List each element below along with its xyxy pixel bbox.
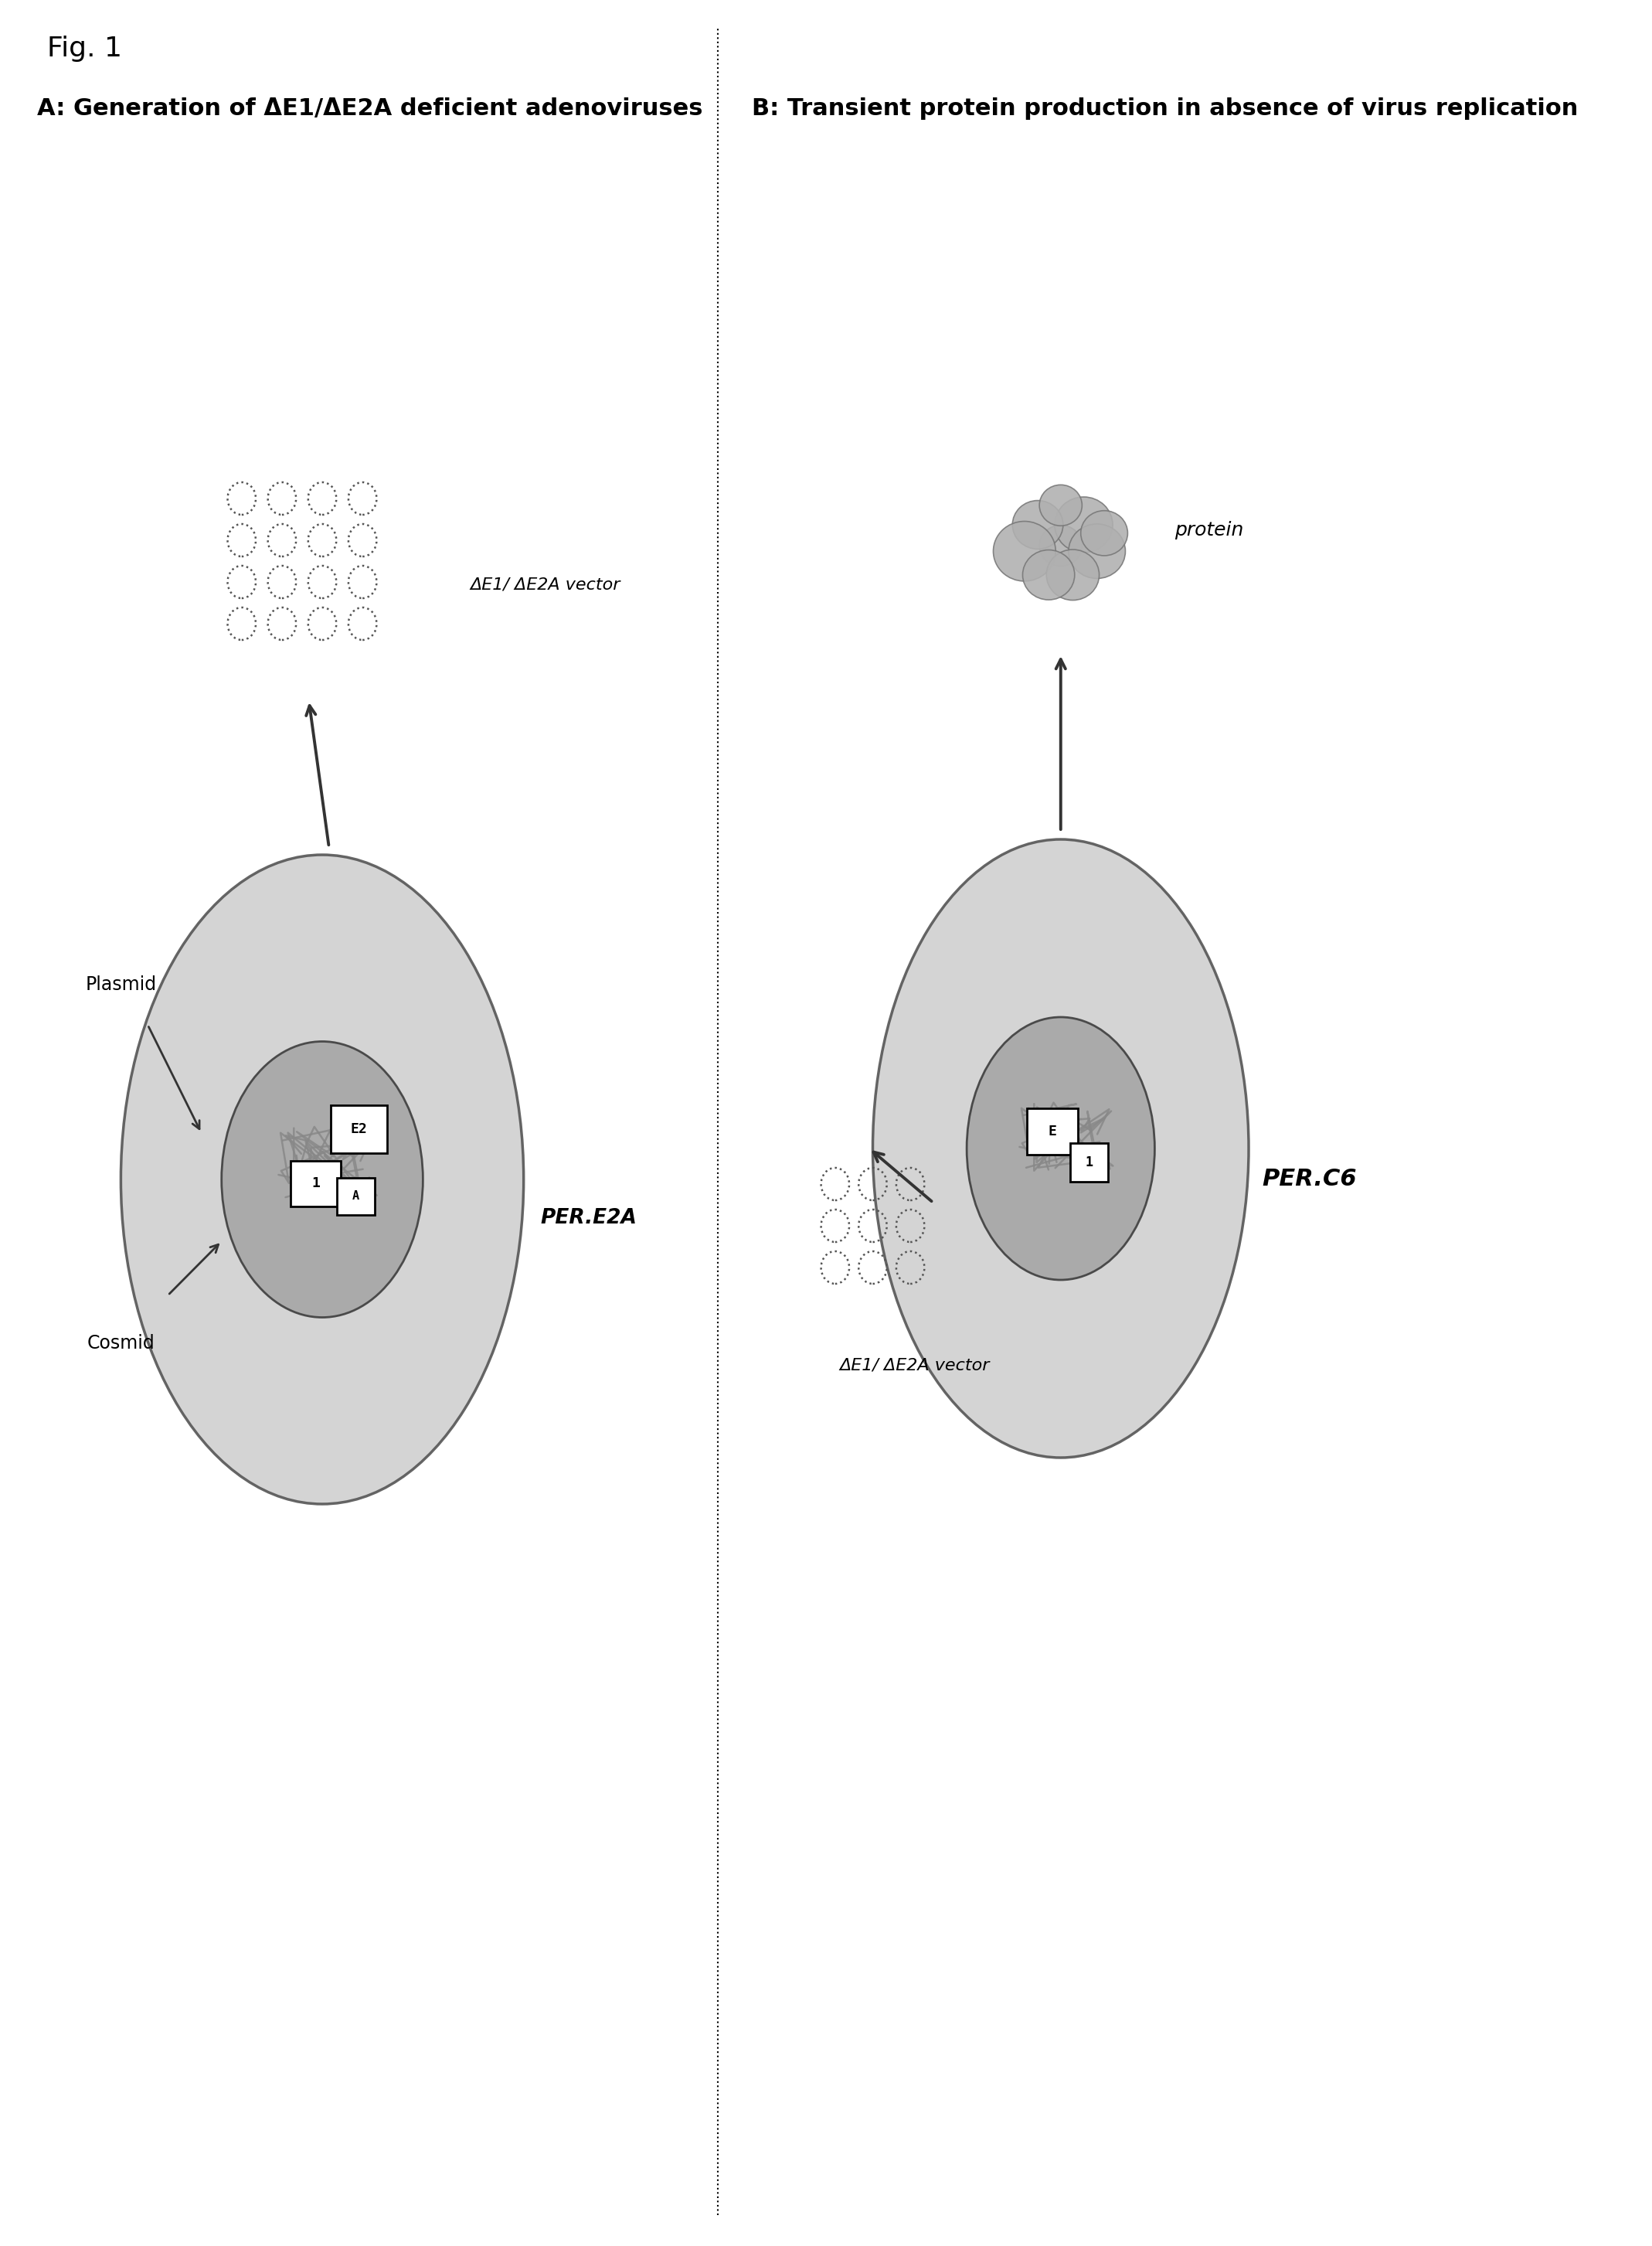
Text: protein: protein [1175, 521, 1244, 539]
Text: A: A [352, 1190, 360, 1202]
Text: ΔE1/ ΔE2A vector: ΔE1/ ΔE2A vector [469, 577, 620, 593]
Text: PER.E2A: PER.E2A [540, 1208, 638, 1229]
Text: A: Generation of ΔE1/ΔE2A deficient adenoviruses: A: Generation of ΔE1/ΔE2A deficient aden… [36, 97, 702, 119]
Text: PER.C6: PER.C6 [1262, 1168, 1356, 1190]
Ellipse shape [993, 521, 1056, 582]
Ellipse shape [1039, 526, 1082, 566]
FancyBboxPatch shape [330, 1105, 387, 1152]
Text: Fig. 1: Fig. 1 [46, 36, 122, 63]
Ellipse shape [121, 856, 524, 1505]
Ellipse shape [1054, 496, 1113, 553]
Ellipse shape [1069, 523, 1125, 579]
Ellipse shape [221, 1042, 423, 1318]
Text: B: Transient protein production in absence of virus replication: B: Transient protein production in absen… [752, 97, 1578, 119]
Text: Cosmid: Cosmid [88, 1334, 155, 1352]
Ellipse shape [1080, 510, 1128, 555]
FancyBboxPatch shape [291, 1161, 340, 1206]
Text: 1: 1 [311, 1177, 320, 1190]
Ellipse shape [1013, 501, 1064, 548]
FancyBboxPatch shape [1028, 1107, 1079, 1154]
Ellipse shape [1023, 550, 1074, 600]
FancyBboxPatch shape [337, 1177, 375, 1215]
Ellipse shape [872, 840, 1249, 1458]
Ellipse shape [1046, 550, 1099, 600]
Text: E: E [1049, 1125, 1057, 1139]
Text: ΔE1/ ΔE2A vector: ΔE1/ ΔE2A vector [839, 1357, 990, 1372]
FancyBboxPatch shape [1070, 1143, 1108, 1181]
Ellipse shape [966, 1017, 1155, 1280]
Ellipse shape [1039, 485, 1082, 526]
Text: Plasmid: Plasmid [86, 975, 157, 995]
Text: E2: E2 [350, 1123, 367, 1136]
Text: 1: 1 [1085, 1154, 1092, 1170]
